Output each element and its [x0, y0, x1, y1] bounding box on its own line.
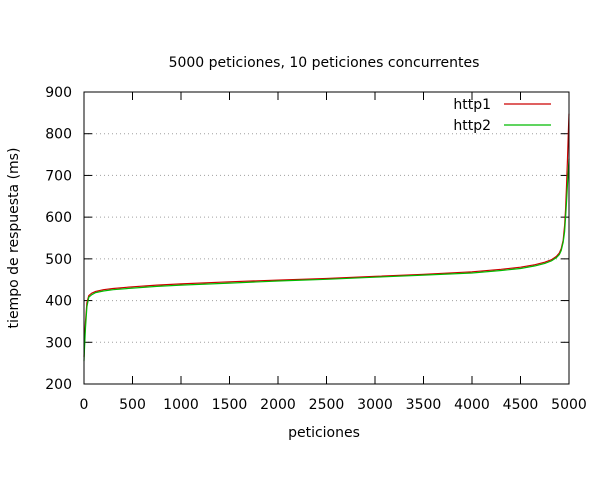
y-axis-label: tiempo de respuesta (ms): [6, 148, 22, 329]
x-tick-label: 1500: [212, 397, 248, 413]
x-tick-label: 3000: [357, 397, 393, 413]
legend: http1 http2: [453, 97, 551, 134]
x-axis-label: peticiones: [288, 425, 360, 441]
y-tick-label: 600: [45, 210, 72, 226]
axis-ticks: 200 300 400 500 600 700 800 900 0 500 1000 1500 2000…: [45, 85, 587, 413]
y-tick-label: 300: [45, 335, 72, 351]
x-tick-label: 1000: [163, 397, 199, 413]
y-tick-label: 400: [45, 294, 72, 310]
legend-label-http1: http1: [453, 97, 491, 113]
x-tick-label: 4500: [503, 397, 539, 413]
x-tick-label: 500: [119, 397, 146, 413]
x-tick-label: 2000: [260, 397, 296, 413]
grid-lines: [84, 133, 569, 343]
y-tick-label: 900: [45, 85, 72, 101]
plot-area-border: [83, 91, 570, 385]
x-tick-label: 5000: [551, 397, 587, 413]
x-tick-label: 0: [80, 397, 89, 413]
chart-title: 5000 peticiones, 10 peticiones concurren…: [169, 55, 480, 71]
data-series: [83, 113, 570, 362]
legend-label-http2: http2: [453, 118, 491, 134]
series-line-http1: [83, 113, 570, 357]
y-tick-label: 800: [45, 127, 72, 143]
y-tick-label: 200: [45, 377, 72, 393]
x-tick-label: 3500: [406, 397, 442, 413]
x-tick-label: 2500: [309, 397, 345, 413]
series-line-http2: [83, 158, 570, 362]
y-tick-label: 500: [45, 252, 72, 268]
x-tick-label: 4000: [454, 397, 490, 413]
y-tick-label: 700: [45, 168, 72, 184]
